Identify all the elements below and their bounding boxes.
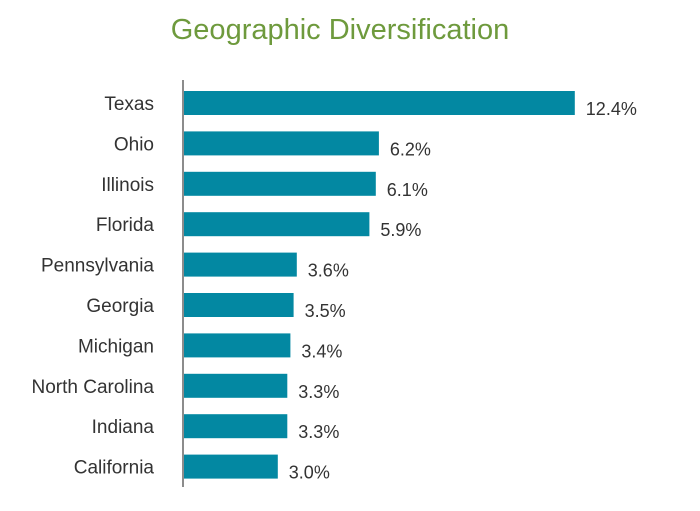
category-label: North Carolina: [32, 377, 155, 398]
category-label: Indiana: [92, 417, 155, 438]
category-label: Georgia: [86, 296, 154, 317]
bar-florida: [183, 212, 370, 237]
bar-ohio: [183, 131, 379, 156]
value-label: 5.9%: [380, 220, 421, 240]
bar-michigan: [183, 333, 291, 358]
bar-pennsylvania: [183, 252, 297, 277]
category-label: Illinois: [101, 175, 154, 196]
bar-indiana: [183, 414, 288, 439]
value-label: 3.4%: [301, 341, 342, 361]
bar-north-carolina: [183, 373, 288, 398]
value-label: 3.3%: [298, 422, 339, 442]
category-label: Ohio: [114, 134, 154, 155]
bar-california: [183, 454, 278, 479]
category-label: Texas: [104, 94, 154, 115]
bar-georgia: [183, 293, 294, 317]
value-label: 3.6%: [308, 261, 349, 281]
value-label: 6.1%: [387, 180, 428, 200]
category-label: Pennsylvania: [41, 256, 154, 277]
bar-illinois: [183, 171, 376, 196]
value-label: 3.0%: [289, 463, 330, 483]
value-label: 3.5%: [305, 301, 346, 321]
value-label: 12.4%: [586, 99, 637, 119]
chart-title: Geographic Diversification: [170, 14, 510, 46]
category-label: California: [74, 458, 155, 479]
category-label: Florida: [96, 215, 155, 236]
value-label: 6.2%: [390, 139, 431, 159]
bar-texas: [183, 91, 575, 115]
value-label: 3.3%: [298, 382, 339, 402]
category-label: Michigan: [78, 336, 154, 357]
